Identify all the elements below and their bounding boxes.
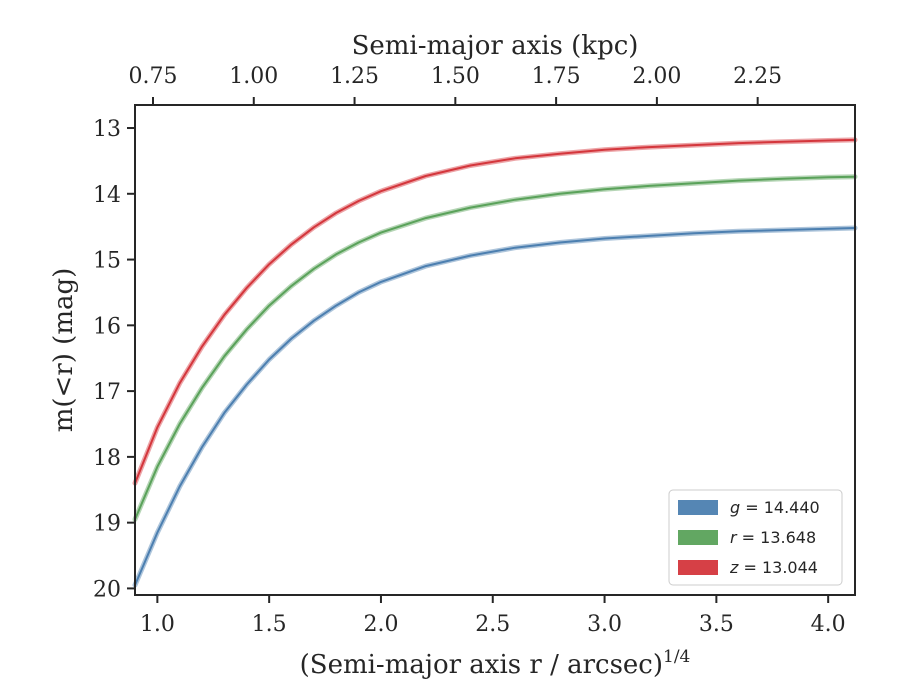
series-line-z	[134, 138, 856, 485]
top-x-tick-label: 1.00	[229, 64, 278, 89]
x-tick-label: 2.0	[363, 612, 398, 637]
y-tick-label: 17	[93, 380, 121, 405]
y-axis-label: m(<r) (mag)	[49, 268, 79, 433]
y-tick-label: 20	[93, 577, 121, 602]
top-x-tick-label: 2.25	[733, 64, 782, 89]
legend-label-g: g = 14.440	[730, 498, 820, 517]
series-line-g	[134, 227, 856, 587]
series-band-z	[132, 137, 858, 486]
top-x-tick-label: 1.25	[330, 64, 379, 89]
x-tick-label: 1.0	[140, 612, 175, 637]
legend-swatch-r	[678, 530, 718, 545]
bottom-axis: 1.0 1.5 2.0 2.5 3.0 3.5 4.0	[140, 595, 846, 637]
y-tick-label: 16	[93, 314, 121, 339]
x-axis-label: (Semi-major axis r / arcsec)1/4	[300, 647, 691, 680]
top-x-tick-label: 1.50	[431, 64, 480, 89]
y-tick-label: 14	[93, 183, 121, 208]
y-tick-label: 18	[93, 446, 121, 471]
legend-label-r: r = 13.648	[730, 528, 816, 547]
series-line-r	[134, 175, 856, 521]
legend: g = 14.440 r = 13.648 z = 13.044	[668, 489, 843, 586]
y-tick-label: 19	[93, 512, 121, 537]
legend-items: g = 14.440 r = 13.648 z = 13.044	[678, 498, 820, 577]
series-layer	[132, 137, 858, 588]
left-axis: 13 14 15 16 17 18 19 20	[93, 117, 135, 602]
legend-swatch-z	[678, 560, 718, 575]
top-axis-label: Semi-major axis (kpc)	[352, 31, 639, 61]
x-tick-label: 1.5	[252, 612, 287, 637]
y-tick-label: 13	[93, 117, 121, 142]
top-x-tick-label: 0.75	[129, 64, 178, 89]
legend-label-z: z = 13.044	[729, 558, 818, 577]
top-x-tick-label: 1.75	[532, 64, 581, 89]
series-band-r	[132, 174, 858, 522]
x-tick-label: 3.0	[587, 612, 622, 637]
top-x-tick-label: 2.00	[632, 64, 681, 89]
legend-swatch-g	[678, 500, 718, 515]
x-tick-label: 3.5	[699, 612, 734, 637]
top-axis: 0.75 1.00 1.25 1.50 1.75 2.00 2.25	[129, 64, 782, 105]
plot-frame	[134, 104, 856, 596]
x-tick-label: 2.5	[475, 612, 510, 637]
x-tick-label: 4.0	[811, 612, 846, 637]
y-tick-label: 15	[93, 249, 121, 274]
